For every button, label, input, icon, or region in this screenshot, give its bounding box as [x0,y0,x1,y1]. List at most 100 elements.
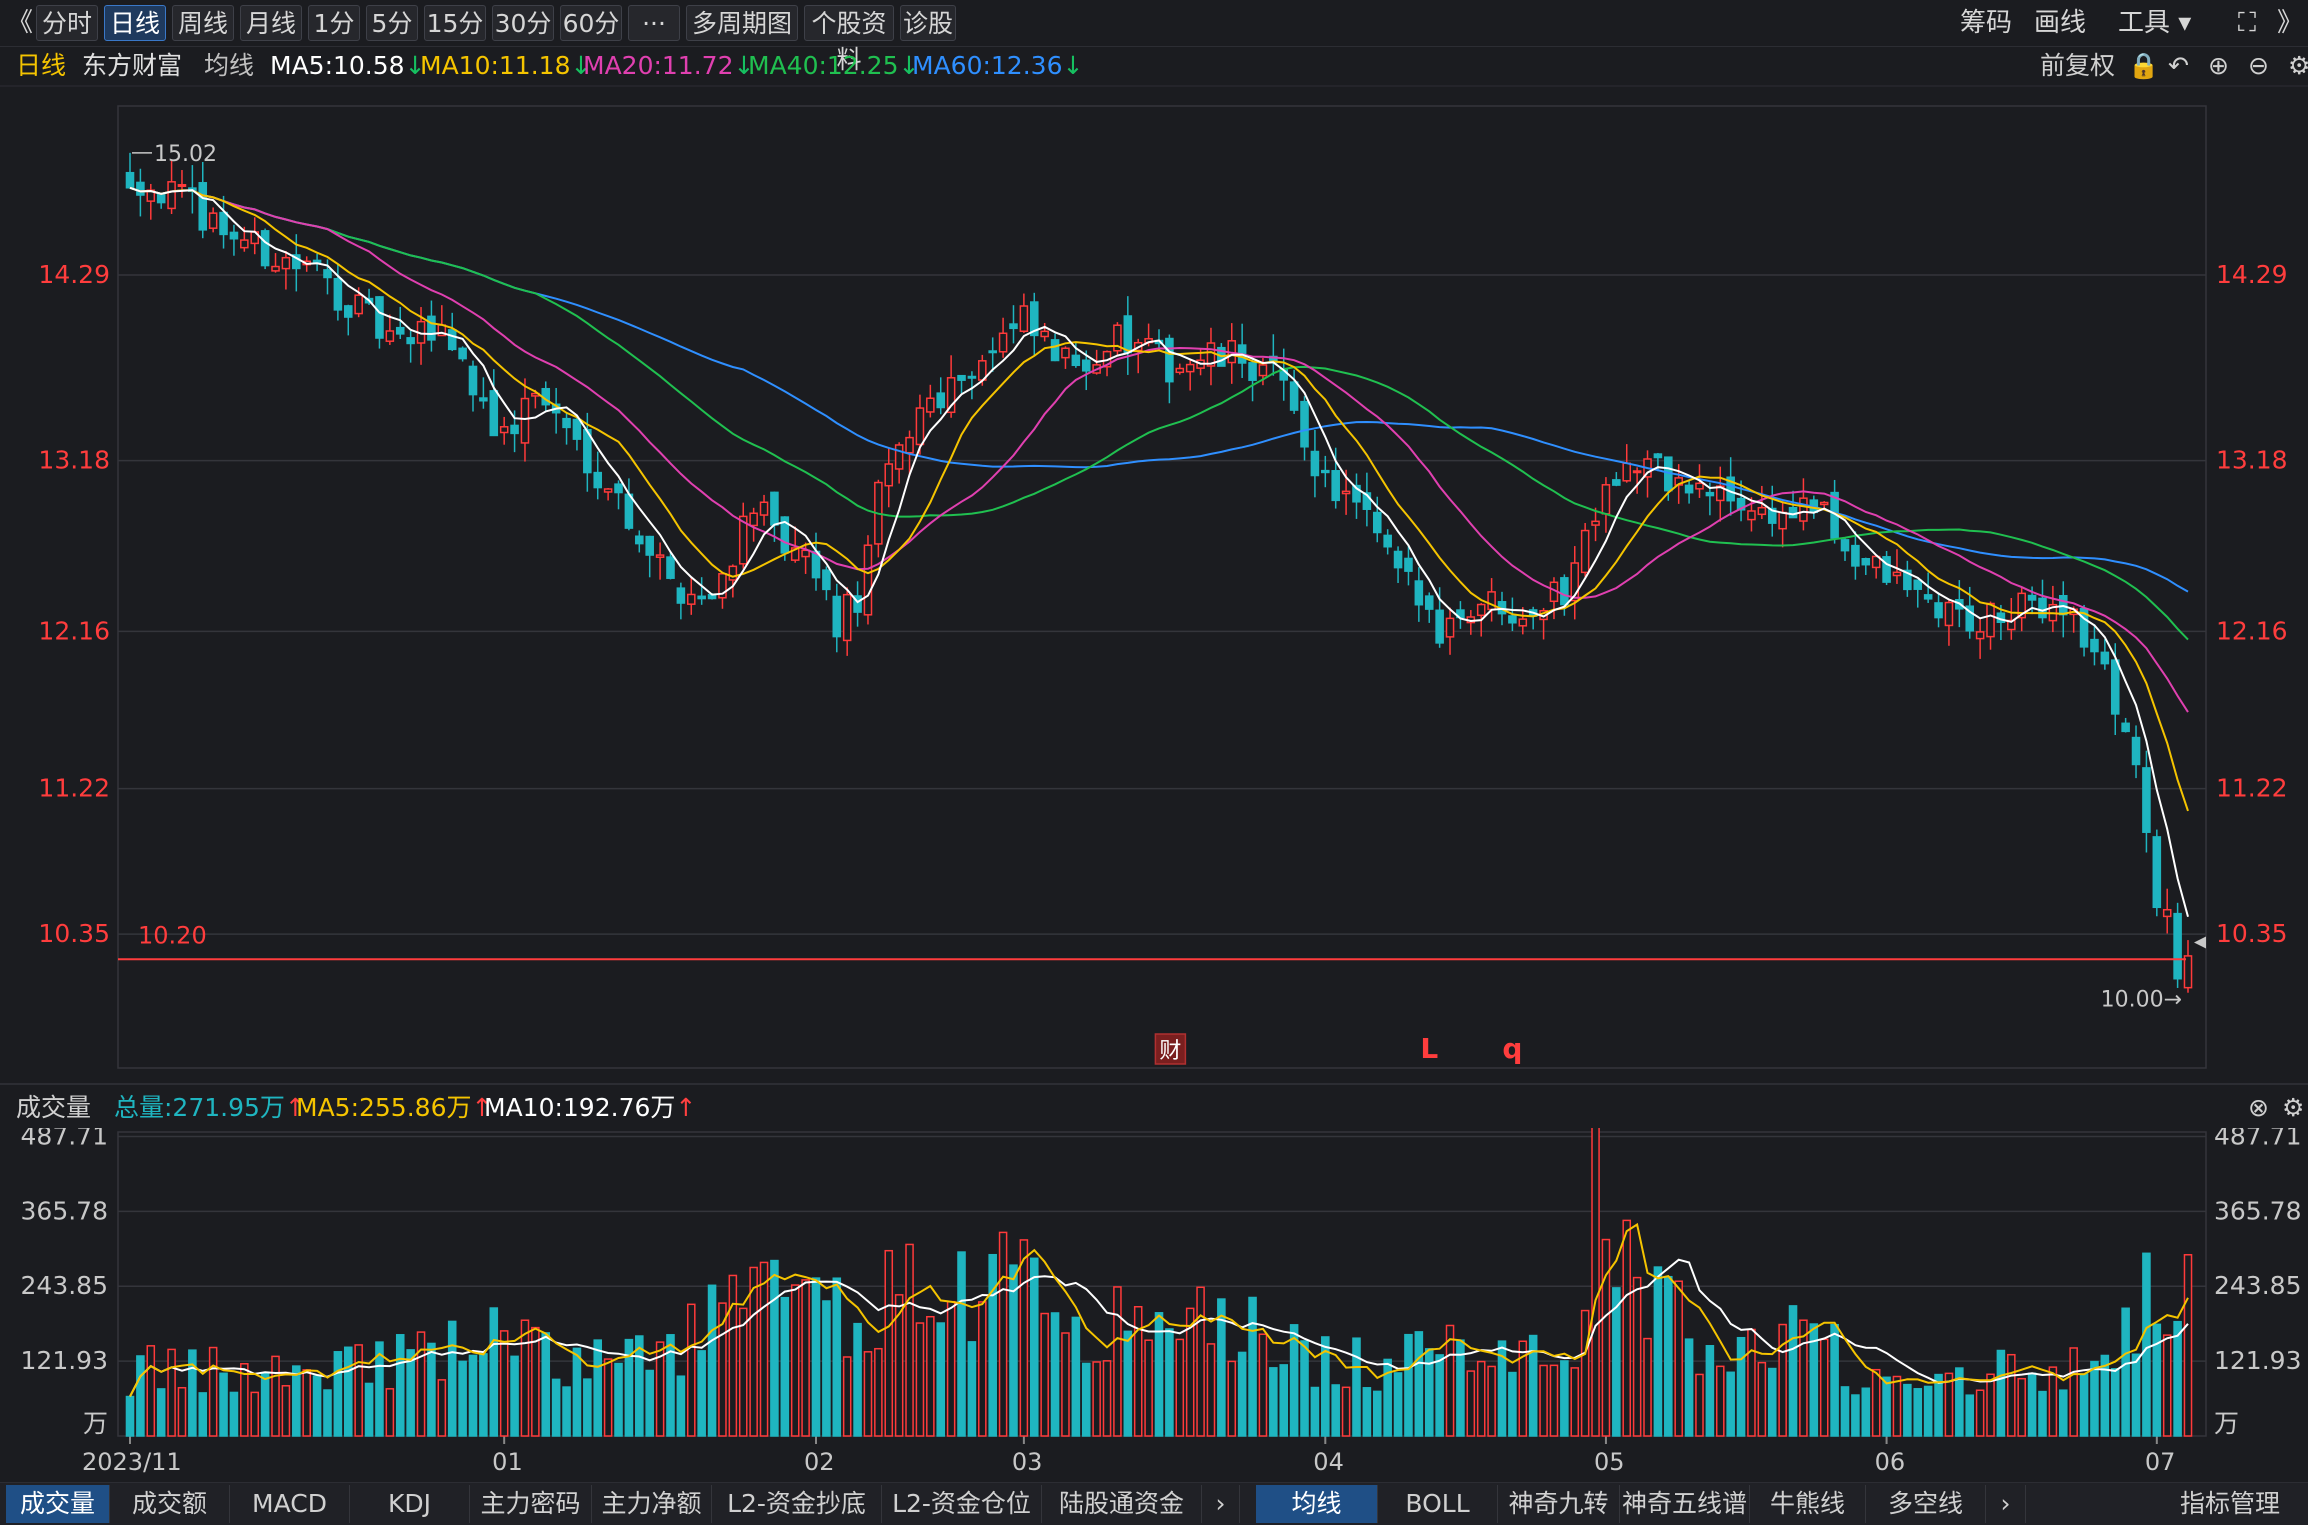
volume-bar [718,1302,727,1437]
double-chevron-left-icon[interactable]: 《 [6,8,33,38]
overlay-tab-0[interactable]: 均线 [1256,1485,1378,1523]
candle-body [2142,767,2151,833]
price-tick-left: 14.29 [38,260,110,289]
x-tick-label: 2023/11 [82,1448,182,1476]
toolbar-right-0[interactable]: 筹码 [1960,8,2013,38]
volume-bar [1923,1385,1933,1437]
candle-body [832,595,842,638]
indicator-manager-button[interactable]: 指标管理 [2179,1489,2280,1518]
indicator-tab-bar: 成交量 成交额 MACD KDJ 主力密码 主力净额 L2-资金抄底 L2-资金仓位 陆股通资金… [0,1482,2308,1525]
tab-0[interactable]: 分时 [36,5,98,41]
overlay-tab-1[interactable]: BOLL [1378,1485,1498,1523]
overlay-tab-5[interactable]: 多空线 [1866,1485,1986,1523]
volume-bar [323,1389,332,1437]
candle-body [1175,367,1185,374]
candle-body [1404,557,1413,572]
zoom-out-icon[interactable]: ⊖ [2248,51,2269,80]
candle-body [1300,400,1309,448]
toolbar-right-1[interactable]: 画线 [2034,8,2087,38]
candle-body [1289,381,1299,411]
undo-icon[interactable]: ↶ [2168,51,2189,80]
zoom-in-icon[interactable]: ⊕ [2208,51,2229,80]
volume-bar [2007,1353,2016,1437]
toolbar: 《分时 日线 周线 月线 1分 5分 15分 30分 60分 ··· 多周期图 个股资料 诊股 筹码 画线 工… [0,0,2308,74]
candle-body [427,315,436,341]
volume-bar [738,1307,748,1437]
volume-bar [2152,1323,2162,1437]
candle-body [1851,544,1860,567]
gear-icon[interactable]: ⚙ [2288,51,2308,80]
overlay-tab-2[interactable]: 神奇九转 [1498,1485,1620,1523]
indicator-tab-7[interactable]: L2-资金仓位 [882,1485,1042,1523]
tab-3[interactable]: 月线 [240,5,302,41]
candle-body [1903,569,1912,591]
candle-body [520,397,530,444]
overlay-tab-4[interactable]: 牛熊线 [1750,1485,1866,1523]
indicator-tab-1[interactable]: 成交额 [110,1485,230,1523]
event-marker[interactable]: q [1502,1032,1522,1065]
tab-5[interactable]: 5分 [366,5,418,41]
candle-body [1591,520,1600,526]
volume-bar [1196,1286,1205,1437]
volume-bar [2017,1377,2026,1437]
candle-body [489,390,499,437]
tab-9[interactable]: ··· [628,5,680,41]
volume-bar [2090,1360,2099,1437]
tab-7[interactable]: 30分 [492,5,554,41]
candle-body [1040,330,1049,338]
gear-icon[interactable]: ⚙ [2282,1093,2305,1122]
tab-12[interactable]: 诊股 [900,5,956,41]
volume-bar [1830,1323,1839,1437]
volume-bar [1331,1384,1340,1437]
chevron-right-icon[interactable]: › [1202,1485,1240,1523]
volume-bar [666,1334,675,1437]
event-marker[interactable]: L [1420,1032,1438,1065]
lock-icon[interactable]: 🔒 [2128,51,2160,80]
volume-bar [1144,1339,1153,1437]
adjust-mode[interactable]: 前复权 [2040,51,2116,80]
tab-8[interactable]: 60分 [560,5,622,41]
indicator-tab-0[interactable]: 成交量 [6,1485,110,1523]
double-chevron-right-icon[interactable]: 》 [2276,8,2303,38]
volume-bar [1019,1239,1029,1437]
volume-bar [1258,1333,1268,1437]
indicator-tab-6[interactable]: L2-资金抄底 [712,1485,882,1523]
chevron-right-icon[interactable]: › [1986,1485,2026,1523]
tab-6[interactable]: 15分 [424,5,486,41]
candle-body [1508,615,1517,624]
volume-bar [1133,1306,1143,1437]
close-icon[interactable]: ⊗ [2248,1093,2269,1122]
overlay-tab-3[interactable]: 神奇五线谱 [1620,1485,1750,1523]
indicator-tab-3[interactable]: KDJ [350,1485,470,1523]
tab-1[interactable]: 日线 [104,5,166,41]
x-tick-label: 06 [1875,1448,1906,1476]
event-marker-box[interactable] [1154,1033,1187,1065]
candle-body [749,512,758,527]
volume-bar [728,1274,738,1437]
tab-4[interactable]: 1分 [308,5,360,41]
fullscreen-icon[interactable]: ⛶ [2237,8,2257,38]
tab-2[interactable]: 周线 [172,5,234,41]
event-marker[interactable]: 财 [1159,1039,1181,1064]
down-arrow-icon: ↓ [404,51,426,80]
volume-bar [1237,1351,1247,1437]
volume-tick-right: 243.85 [2214,1271,2301,1300]
candle-body [728,565,738,581]
candle-body [967,375,977,379]
toolbar-right-2[interactable]: 工具 ▾ [2118,8,2192,38]
indicator-tab-2[interactable]: MACD [230,1485,350,1523]
price-tick-right: 11.22 [2216,774,2288,803]
indicator-tab-4[interactable]: 主力密码 [470,1485,592,1523]
tab-11[interactable]: 个股资料 [804,5,894,74]
indicator-tab-8[interactable]: 陆股通资金 [1042,1485,1202,1523]
x-tick-label: 03 [1012,1448,1043,1476]
volume-bar [395,1334,405,1437]
volume-bar [1560,1360,1569,1437]
volume-bar [499,1330,509,1437]
volume-bar [1185,1307,1195,1437]
candle-body [2038,597,2047,619]
indicator-tab-5[interactable]: 主力净额 [592,1485,712,1523]
tab-10[interactable]: 多周期图 [686,5,798,41]
candle-body [1767,507,1777,524]
